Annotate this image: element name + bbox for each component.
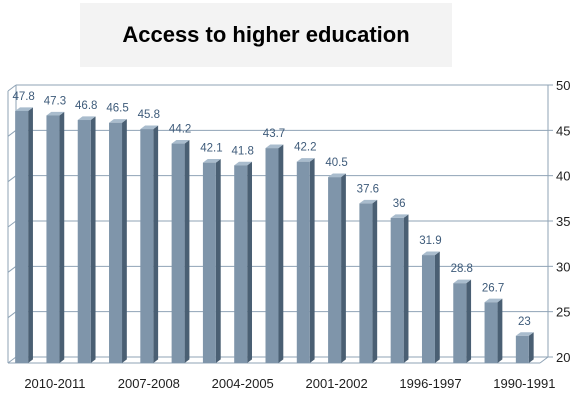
x-tick-label: 2004-2005 [212, 376, 274, 391]
data-label: 46.8 [75, 100, 97, 112]
bar-top [15, 107, 33, 111]
x-tick-label: 2010-2011 [24, 376, 85, 391]
bar [46, 115, 60, 363]
bar-top [390, 214, 409, 218]
bar-top [171, 139, 190, 144]
data-label: 37.6 [357, 183, 379, 195]
chart-title: Access to higher education [122, 22, 410, 47]
bar-top [234, 161, 253, 166]
data-label: 42.1 [200, 143, 222, 155]
bar-top [421, 251, 440, 256]
bar-side [403, 214, 409, 363]
bar-top [140, 125, 159, 130]
bar [77, 120, 91, 363]
y-tick-label: 25 [556, 305, 570, 320]
bar-side [309, 158, 315, 363]
floor-edge [539, 356, 549, 364]
gridline-diagonal [7, 311, 17, 319]
bar-side [278, 144, 284, 363]
x-tick-label: 2001-2002 [306, 376, 368, 391]
bar-side [372, 199, 378, 363]
y-tick-label: 35 [556, 214, 570, 229]
bar [15, 110, 29, 364]
bar [296, 161, 310, 363]
bar-side [528, 332, 534, 363]
data-label: 23 [518, 316, 531, 328]
data-label: 31.9 [419, 235, 441, 247]
gridline-diagonal [7, 175, 17, 183]
bar-side [90, 116, 96, 363]
bar [234, 165, 248, 363]
x-tick-label: 2007-2008 [118, 376, 180, 391]
data-label: 41.8 [232, 145, 254, 157]
bar-top [46, 111, 65, 116]
gridline-diagonal [7, 84, 17, 92]
bar [453, 283, 467, 363]
bar [140, 129, 154, 363]
gridline-diagonal [7, 265, 17, 273]
data-label: 45.8 [138, 109, 160, 121]
data-label: 26.7 [482, 282, 504, 294]
bar-side [341, 173, 346, 363]
gridline-diagonal [7, 129, 17, 137]
x-tick-label: 1996-1997 [399, 376, 461, 391]
data-label: 28.8 [451, 263, 473, 275]
data-label: 47.3 [44, 95, 66, 107]
bar-top [359, 199, 378, 204]
bar [421, 255, 435, 363]
bar [390, 217, 404, 363]
y-tick-label: 30 [556, 259, 570, 274]
data-label: 40.5 [325, 157, 347, 169]
bar-side [466, 279, 472, 363]
bar-side [247, 161, 253, 363]
bar-top [296, 158, 315, 162]
y-tick-label: 20 [556, 350, 570, 365]
bar [484, 302, 498, 363]
bar [328, 177, 342, 363]
bar [515, 335, 529, 363]
gridline-diagonal [7, 356, 17, 364]
gridline-diagonal [7, 220, 17, 228]
bar-side [28, 107, 33, 363]
bar [171, 143, 185, 363]
bar-side [184, 139, 190, 363]
bar-side [59, 111, 65, 363]
chart-title-box: Access to higher education [80, 3, 452, 67]
x-tick-label: 1990-1991 [493, 376, 555, 391]
bar-top [77, 116, 96, 121]
data-label: 47.8 [12, 91, 34, 103]
bar-side [215, 159, 221, 363]
bar-side [122, 119, 127, 363]
bar-top [109, 119, 127, 123]
bar-top [265, 144, 284, 149]
bar-top [515, 332, 534, 336]
data-label: 42.2 [294, 142, 316, 154]
bar-side [434, 251, 440, 363]
data-label: 44.2 [169, 124, 191, 136]
data-label: 46.5 [106, 103, 128, 115]
bar-side [153, 125, 159, 363]
y-tick-label: 50 [556, 78, 570, 93]
data-label: 43.7 [263, 128, 285, 140]
bar-top [453, 279, 472, 284]
y-tick-label: 45 [556, 123, 570, 138]
bar-top [484, 298, 503, 303]
bar [202, 162, 216, 363]
data-label: 36 [393, 198, 406, 210]
bar-side [497, 298, 503, 363]
bar-top [328, 173, 346, 178]
bar-top [202, 159, 221, 163]
y-tick-label: 40 [556, 169, 570, 184]
bar [109, 122, 123, 363]
bar [265, 148, 279, 363]
bar [359, 203, 373, 363]
